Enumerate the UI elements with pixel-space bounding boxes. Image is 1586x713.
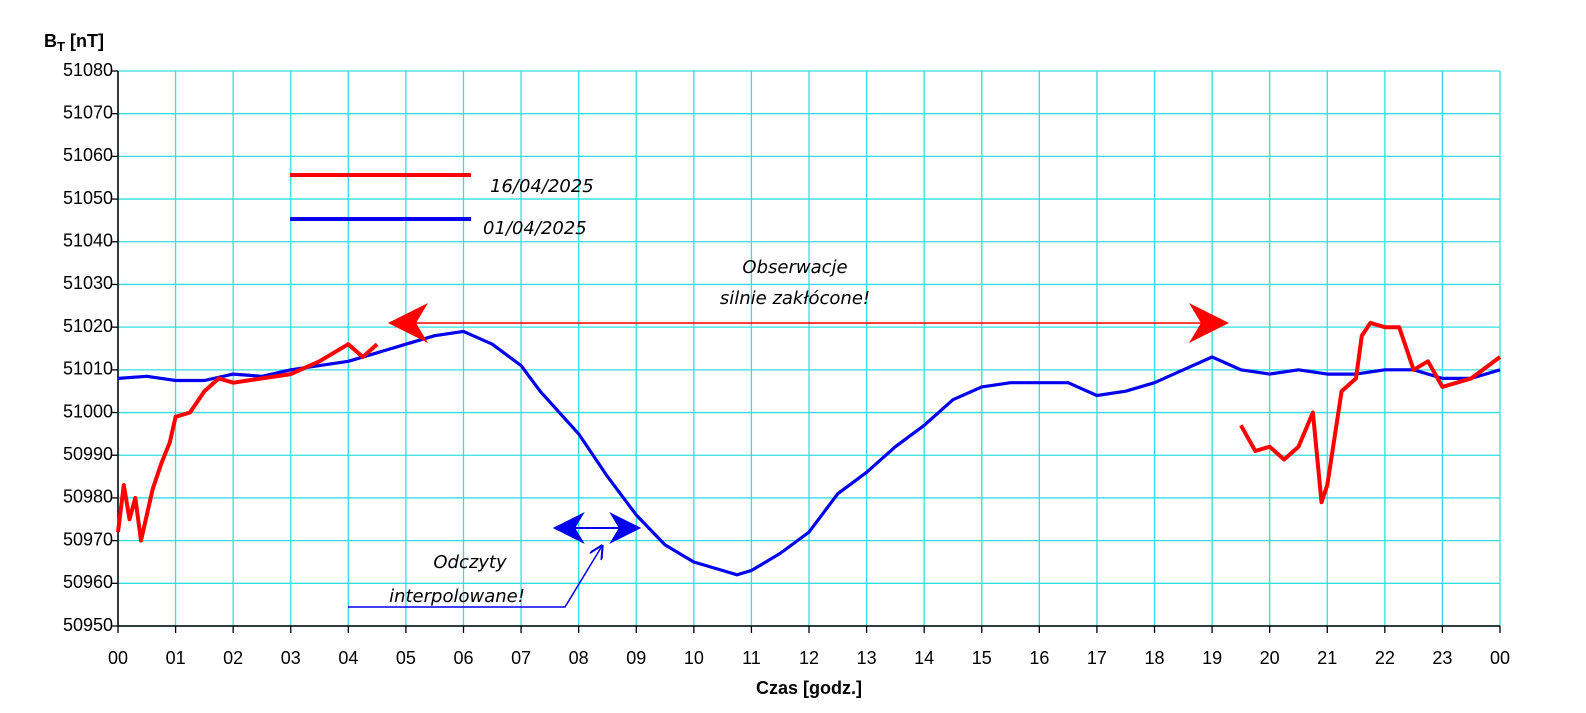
y-tick-label: 50980 <box>63 487 113 507</box>
legend-label: 01/04/2025 <box>483 218 587 239</box>
y-label-text: B <box>44 31 57 51</box>
y-tick-label: 50970 <box>63 529 113 549</box>
x-tick-label: 13 <box>857 648 877 668</box>
x-tick-label: 08 <box>569 648 589 668</box>
x-tick-label: 00 <box>108 648 128 668</box>
x-tick-label: 15 <box>972 648 992 668</box>
x-tick-label: 20 <box>1260 648 1280 668</box>
y-tick-label: 50950 <box>63 615 113 635</box>
x-tick-label: 14 <box>914 648 934 668</box>
y-tick-label: 51040 <box>63 231 113 251</box>
x-tick-label: 22 <box>1375 648 1395 668</box>
lines <box>116 320 1502 577</box>
x-tick-label: 04 <box>338 648 358 668</box>
x-tick-label: 16 <box>1029 648 1049 668</box>
x-tick-label: 11 <box>742 648 761 668</box>
y-tick-label: 51050 <box>63 188 113 208</box>
x-tick-label: 02 <box>223 648 243 668</box>
y-tick-label: 50960 <box>63 572 113 592</box>
y-tick-label: 51010 <box>63 359 113 379</box>
x-tick-label: 17 <box>1087 648 1107 668</box>
annotation-text: silnie zakłócone! <box>720 288 870 309</box>
y-tick-label: 51000 <box>63 401 113 421</box>
x-tick-label: 21 <box>1317 648 1337 668</box>
annotation-pointer <box>348 546 602 608</box>
x-tick-label: 01 <box>166 648 186 668</box>
y-tick-label: 51080 <box>63 60 113 80</box>
x-tick-label: 09 <box>626 648 646 668</box>
x-tick-label: 03 <box>281 648 301 668</box>
x-tick-label: 12 <box>799 648 819 668</box>
x-tick-label: 23 <box>1432 648 1452 668</box>
y-tick-label: 51060 <box>63 145 113 165</box>
annotation-text: Odczyty <box>433 552 507 573</box>
x-tick-label: 18 <box>1144 648 1164 668</box>
x-tick-label: 19 <box>1202 648 1222 668</box>
x-tick-label: 05 <box>396 648 416 668</box>
x-tick-label: 06 <box>453 648 473 668</box>
grid <box>112 70 1501 633</box>
series-line <box>116 320 1502 543</box>
x-tick-label: 00 <box>1490 648 1510 668</box>
series-line <box>117 329 1501 577</box>
annotation-text: Obserwacje <box>742 257 847 278</box>
y-label-sub: T <box>57 39 65 54</box>
annotation-text: interpolowane! <box>389 586 525 607</box>
y-tick-label: 51020 <box>63 316 113 336</box>
legend-label: 16/04/2025 <box>490 176 594 197</box>
y-tick-label: 51030 <box>63 273 113 293</box>
y-tick-label: 51070 <box>63 102 113 122</box>
y-axis-label: BT [nT] <box>44 31 104 55</box>
y-tick-label: 50990 <box>63 444 113 464</box>
x-tick-label: 07 <box>511 648 531 668</box>
x-axis-label: Czas [godz.] <box>756 678 862 698</box>
x-tick-label: 10 <box>684 648 704 668</box>
y-label-unit: [nT] <box>70 31 104 51</box>
